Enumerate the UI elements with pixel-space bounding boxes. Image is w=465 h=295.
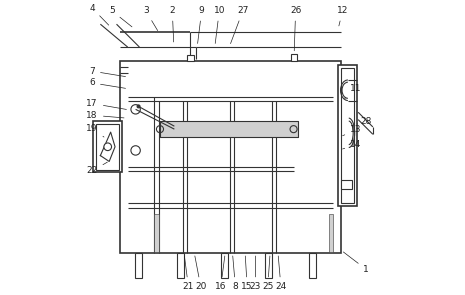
Bar <box>265 253 272 278</box>
Text: 25: 25 <box>262 256 273 291</box>
Text: 28: 28 <box>357 117 372 126</box>
Bar <box>221 253 228 278</box>
Text: 23: 23 <box>250 256 261 291</box>
Text: 18: 18 <box>86 111 124 120</box>
Bar <box>93 121 122 173</box>
Text: 20: 20 <box>195 256 206 291</box>
Text: 21: 21 <box>183 256 194 291</box>
Text: 9: 9 <box>198 6 205 43</box>
Text: 27: 27 <box>231 6 248 44</box>
Text: 14: 14 <box>343 140 361 149</box>
Text: 24: 24 <box>275 256 286 291</box>
Bar <box>159 121 298 137</box>
Bar <box>291 54 297 61</box>
Text: 4: 4 <box>89 4 109 25</box>
Bar <box>135 253 142 278</box>
Circle shape <box>104 143 112 150</box>
Text: 11: 11 <box>345 84 362 99</box>
Text: 22: 22 <box>86 162 107 176</box>
Text: 8: 8 <box>232 256 238 291</box>
Text: 10: 10 <box>213 6 225 43</box>
Text: 19: 19 <box>86 124 104 137</box>
Bar <box>328 214 333 252</box>
Bar <box>309 253 316 278</box>
Text: 16: 16 <box>215 256 226 291</box>
Text: 15: 15 <box>241 256 253 291</box>
Text: 1: 1 <box>343 252 369 274</box>
Text: 13: 13 <box>343 125 362 136</box>
Circle shape <box>137 105 140 108</box>
Text: 12: 12 <box>337 6 348 26</box>
Text: 6: 6 <box>89 78 126 88</box>
Text: 7: 7 <box>89 67 126 77</box>
Bar <box>338 65 357 206</box>
Text: 3: 3 <box>143 6 158 31</box>
Bar <box>154 214 159 252</box>
Bar <box>340 68 354 203</box>
Bar <box>187 55 194 61</box>
Bar <box>96 124 120 170</box>
Bar <box>177 253 184 278</box>
Text: 5: 5 <box>109 6 132 27</box>
Text: 2: 2 <box>170 6 175 42</box>
Bar <box>120 61 340 253</box>
Polygon shape <box>100 132 115 161</box>
Text: 17: 17 <box>86 99 126 109</box>
Bar <box>340 180 352 189</box>
Text: 26: 26 <box>290 6 301 51</box>
Bar <box>159 121 298 137</box>
